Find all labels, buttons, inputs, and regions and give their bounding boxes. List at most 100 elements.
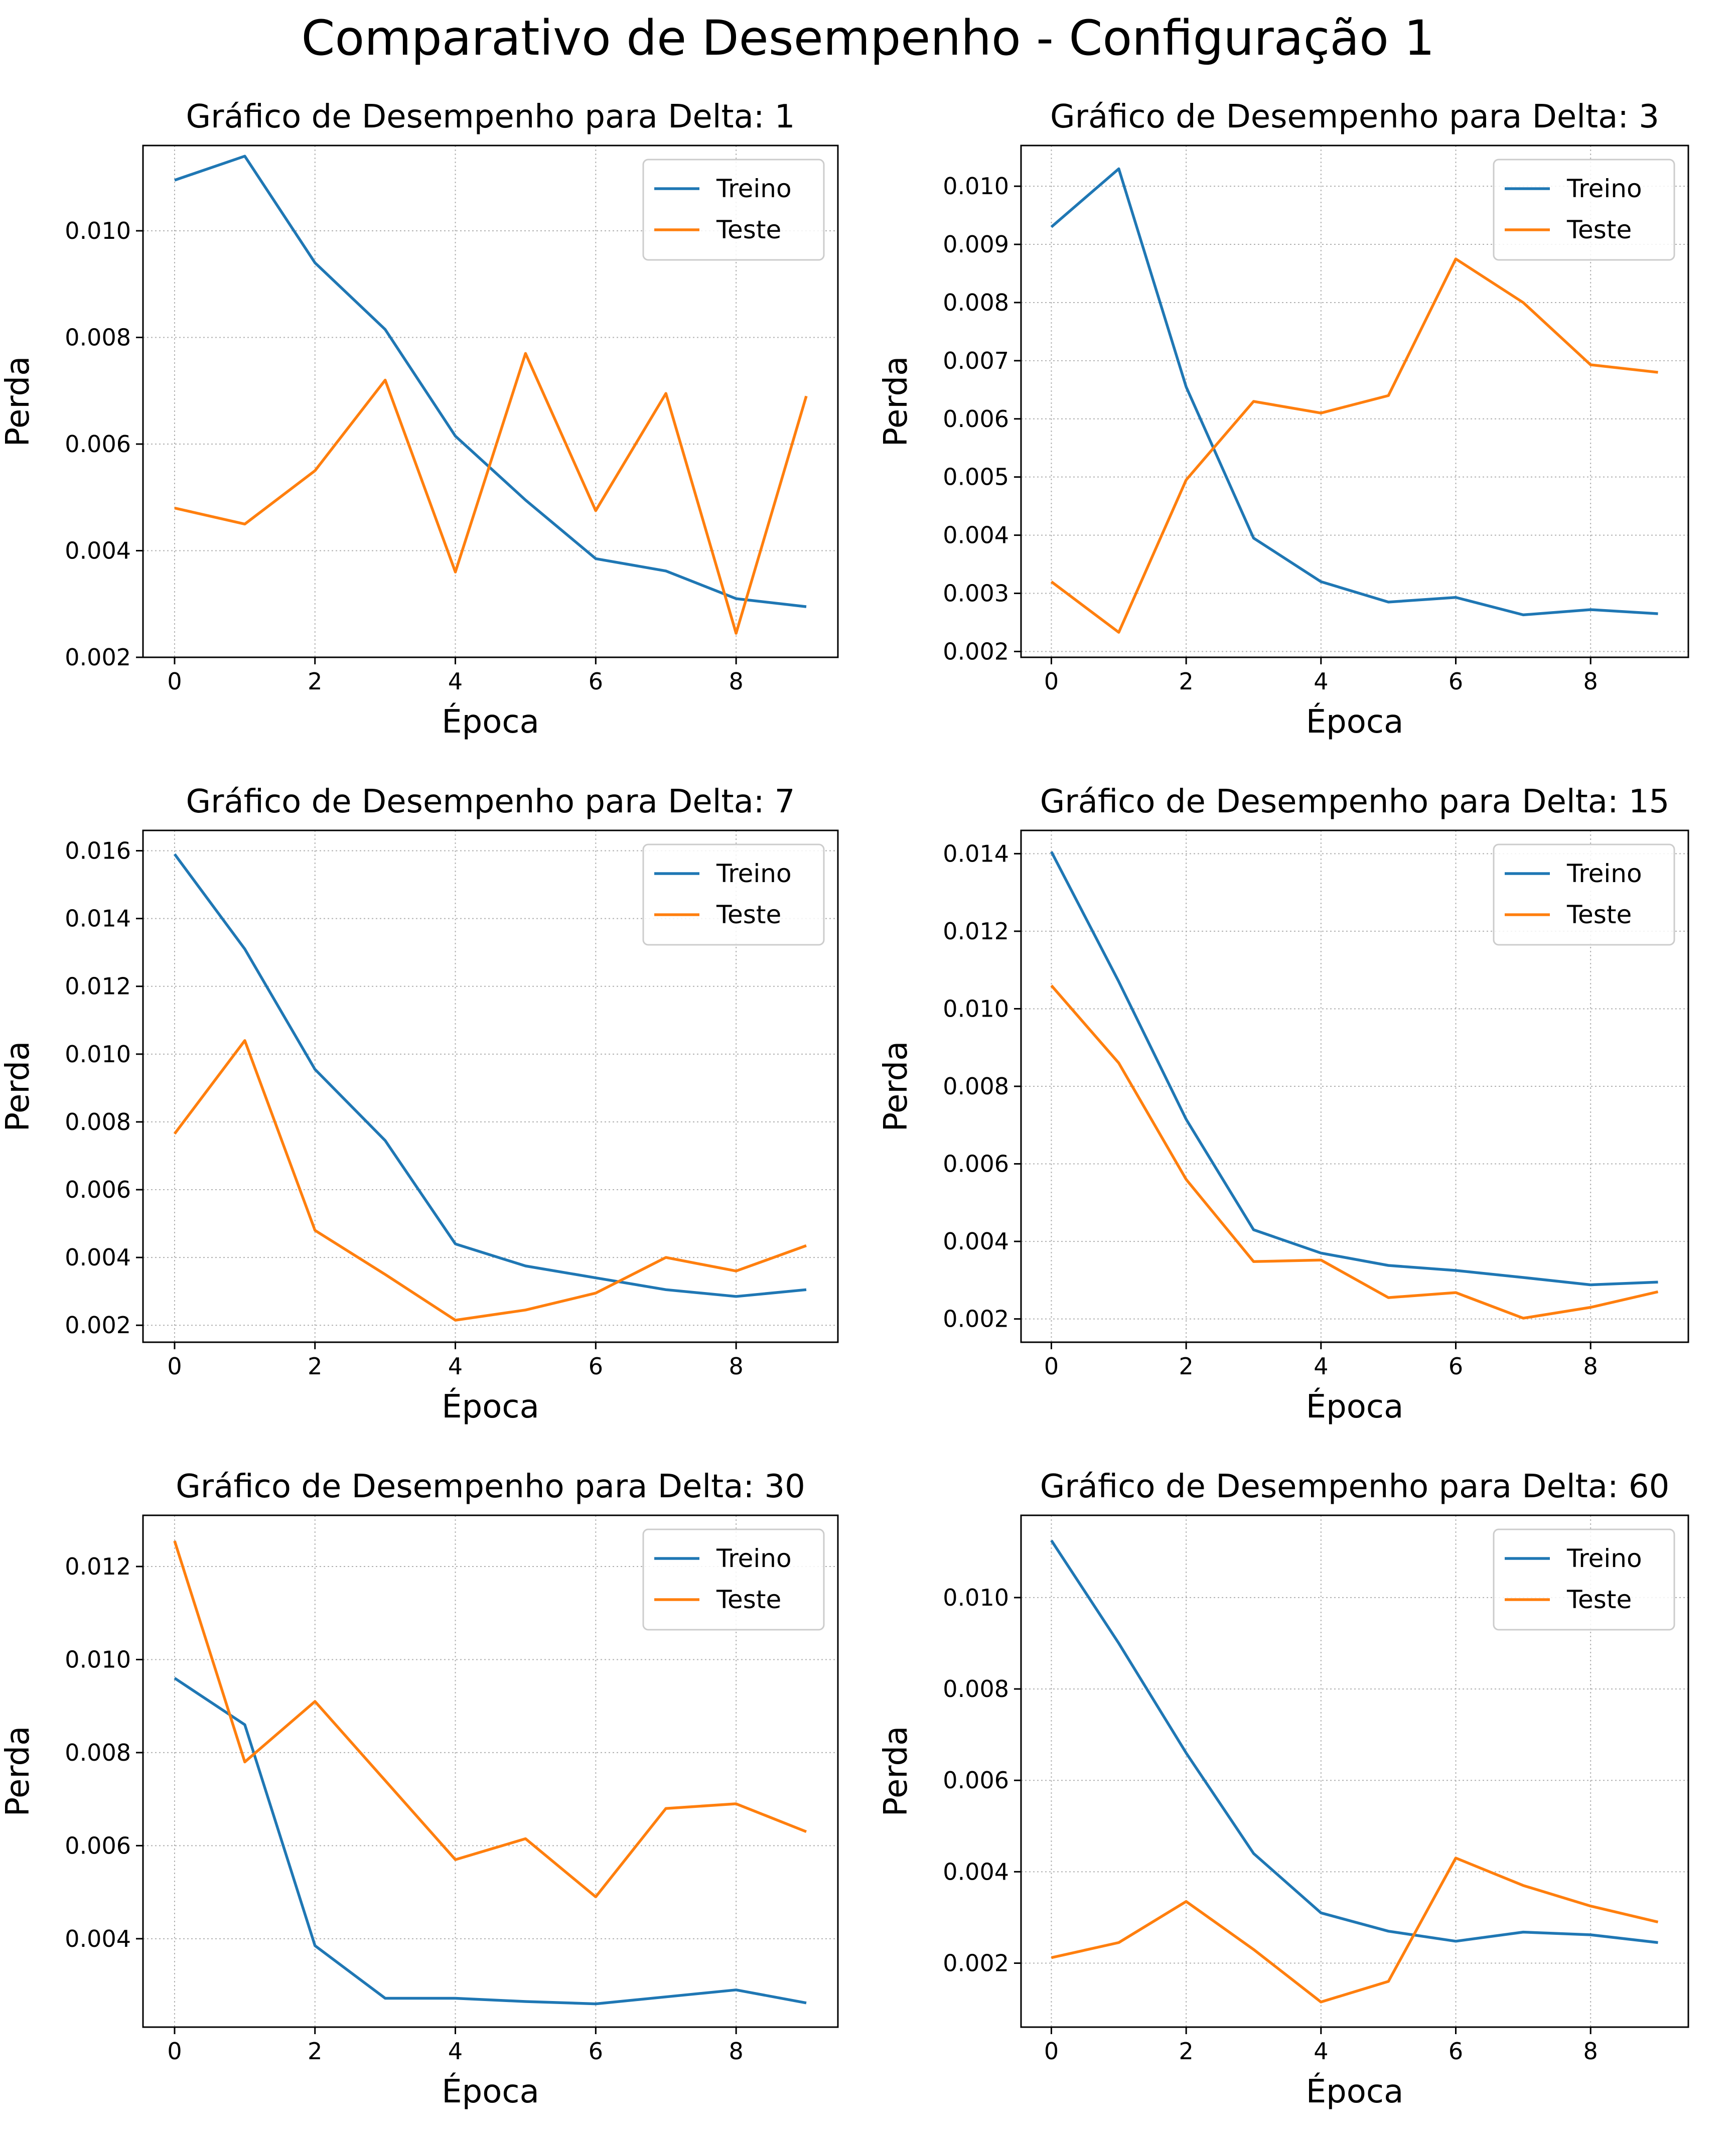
x-tick-label: 4 — [448, 1353, 463, 1380]
x-axis-label: Época — [1306, 1387, 1404, 1426]
y-tick-label: 0.005 — [943, 464, 1009, 491]
figure-title: Comparativo de Desempenho - Configuração… — [301, 10, 1435, 66]
y-axis-label: Perda — [0, 1726, 37, 1817]
series-line-teste — [1050, 984, 1659, 1320]
legend-label-teste: Teste — [1566, 215, 1632, 244]
y-tick-label: 0.007 — [943, 347, 1009, 374]
y-tick-label: 0.002 — [65, 1312, 131, 1339]
series-line-teste — [1050, 257, 1658, 634]
y-tick-label: 0.003 — [943, 580, 1009, 607]
y-tick-label: 0.008 — [65, 324, 131, 351]
x-tick-label: 0 — [167, 668, 182, 695]
series-line-treino — [1050, 851, 1658, 1287]
legend-label-treino: Treino — [1566, 1544, 1642, 1573]
y-axis-label: Perda — [0, 1041, 37, 1132]
chart-panel-4: 0 2 4 6 8 0.002 0.004 0.006 0.008 0.010 0.012 0.014… — [878, 783, 1689, 1426]
chart-title: Gráfico de Desempenho para Delta: 7 — [186, 783, 795, 820]
y-tick-label: 0.006 — [65, 1176, 131, 1203]
y-tick-label: 0.004 — [65, 1244, 131, 1271]
legend-label-teste: Teste — [716, 215, 781, 244]
series-line-teste — [173, 1039, 807, 1322]
y-tick-label: 0.004 — [943, 522, 1009, 549]
y-tick-label: 0.014 — [943, 840, 1009, 867]
x-tick-label: 4 — [1314, 1353, 1328, 1380]
y-tick-label: 0.004 — [943, 1858, 1009, 1885]
legend-box — [1493, 1528, 1675, 1631]
y-tick-label: 0.008 — [943, 1675, 1009, 1702]
series-line-treino — [174, 1677, 807, 2006]
legend-box — [642, 1528, 825, 1631]
x-tick-label: 8 — [1583, 668, 1598, 695]
x-tick-label: 4 — [448, 2038, 463, 2065]
legend-label-treino: Treino — [716, 859, 792, 888]
x-tick-label: 0 — [167, 2038, 182, 2065]
series-line-teste — [1051, 1857, 1659, 2004]
x-tick-label: 2 — [1179, 2038, 1194, 2065]
legend: Treino Teste — [642, 1528, 825, 1631]
chart-panel-6: 0 2 4 6 8 0.002 0.004 0.006 0.008 0.010 Gráfico de… — [878, 1468, 1689, 2110]
y-tick-label: 0.006 — [943, 405, 1009, 433]
x-tick-label: 8 — [729, 2038, 744, 2065]
chart-title: Gráfico de Desempenho para Delta: 60 — [1040, 1468, 1670, 1505]
y-tick-label: 0.008 — [65, 1108, 131, 1135]
legend-label-teste: Teste — [1566, 900, 1632, 929]
legend: Treino Teste — [1493, 1528, 1675, 1631]
chart-title: Gráfico de Desempenho para Delta: 30 — [176, 1468, 805, 1505]
y-tick-label: 0.010 — [943, 995, 1009, 1022]
y-axis-label: Perda — [878, 1726, 915, 1817]
legend-label-treino: Treino — [716, 1544, 792, 1573]
y-tick-label: 0.010 — [65, 217, 131, 244]
series-line-treino — [174, 155, 807, 608]
legend: Treino Teste — [642, 843, 825, 946]
y-axis-label: Perda — [0, 356, 37, 447]
y-tick-label: 0.004 — [65, 537, 131, 564]
chart-title: Gráfico de Desempenho para Delta: 3 — [1050, 98, 1659, 135]
x-tick-label: 6 — [1449, 668, 1463, 695]
series-line-teste — [174, 352, 808, 635]
x-tick-label: 0 — [1044, 668, 1059, 695]
y-tick-label: 0.006 — [943, 1151, 1009, 1178]
y-tick-label: 0.008 — [65, 1739, 131, 1766]
chart-panel-2: 0 2 4 6 8 0.002 0.003 0.004 0.005 0.006 0.007 0.008… — [878, 98, 1689, 741]
y-tick-label: 0.010 — [943, 173, 1009, 200]
chart-title: Gráfico de Desempenho para Delta: 1 — [186, 98, 795, 135]
chart-panel-3: 0 2 4 6 8 0.002 0.004 0.006 0.008 0.010 0.012 0.014… — [0, 783, 839, 1426]
legend-label-teste: Teste — [716, 900, 781, 929]
legend: Treino Teste — [642, 159, 825, 261]
y-tick-label: 0.008 — [943, 1073, 1009, 1100]
y-tick-label: 0.004 — [943, 1228, 1009, 1255]
chart-panel-5: 0 2 4 6 8 0.004 0.006 0.008 0.010 0.012 Gráfico de… — [0, 1468, 839, 2110]
x-tick-label: 8 — [1583, 1353, 1598, 1380]
y-tick-label: 0.002 — [943, 638, 1009, 665]
y-tick-label: 0.012 — [943, 918, 1009, 945]
legend-label-treino: Treino — [1566, 174, 1642, 203]
x-tick-label: 0 — [1044, 2038, 1059, 2065]
x-tick-label: 2 — [1179, 1353, 1194, 1380]
legend-box — [1493, 843, 1675, 946]
legend-label-teste: Teste — [716, 1585, 781, 1614]
x-tick-label: 2 — [308, 1353, 322, 1380]
x-axis-label: Época — [442, 702, 539, 741]
chart-panel-1: 0 2 4 6 8 0.002 0.004 0.006 0.008 0.010 Gráfico de… — [0, 98, 839, 741]
plot-frame — [142, 1514, 839, 2028]
x-axis-label: Época — [442, 2072, 539, 2110]
series-line-treino — [1050, 167, 1658, 617]
y-tick-label: 0.006 — [65, 1832, 131, 1859]
y-tick-label: 0.002 — [65, 644, 131, 671]
x-tick-label: 8 — [729, 668, 744, 695]
x-tick-label: 2 — [308, 2038, 322, 2065]
y-tick-label: 0.009 — [943, 231, 1009, 258]
legend-label-treino: Treino — [1566, 859, 1642, 888]
x-tick-label: 6 — [589, 668, 603, 695]
x-axis-label: Época — [1306, 702, 1404, 741]
plot-frame — [142, 829, 839, 1343]
y-tick-label: 0.012 — [65, 973, 131, 1000]
y-tick-label: 0.016 — [65, 837, 131, 865]
y-tick-label: 0.002 — [943, 1950, 1009, 1977]
x-tick-label: 6 — [1449, 1353, 1463, 1380]
y-axis-label: Perda — [878, 356, 915, 447]
series-line-treino — [173, 853, 807, 1298]
legend-label-treino: Treino — [716, 174, 792, 203]
y-tick-label: 0.002 — [943, 1306, 1009, 1333]
x-tick-label: 6 — [589, 1353, 603, 1380]
